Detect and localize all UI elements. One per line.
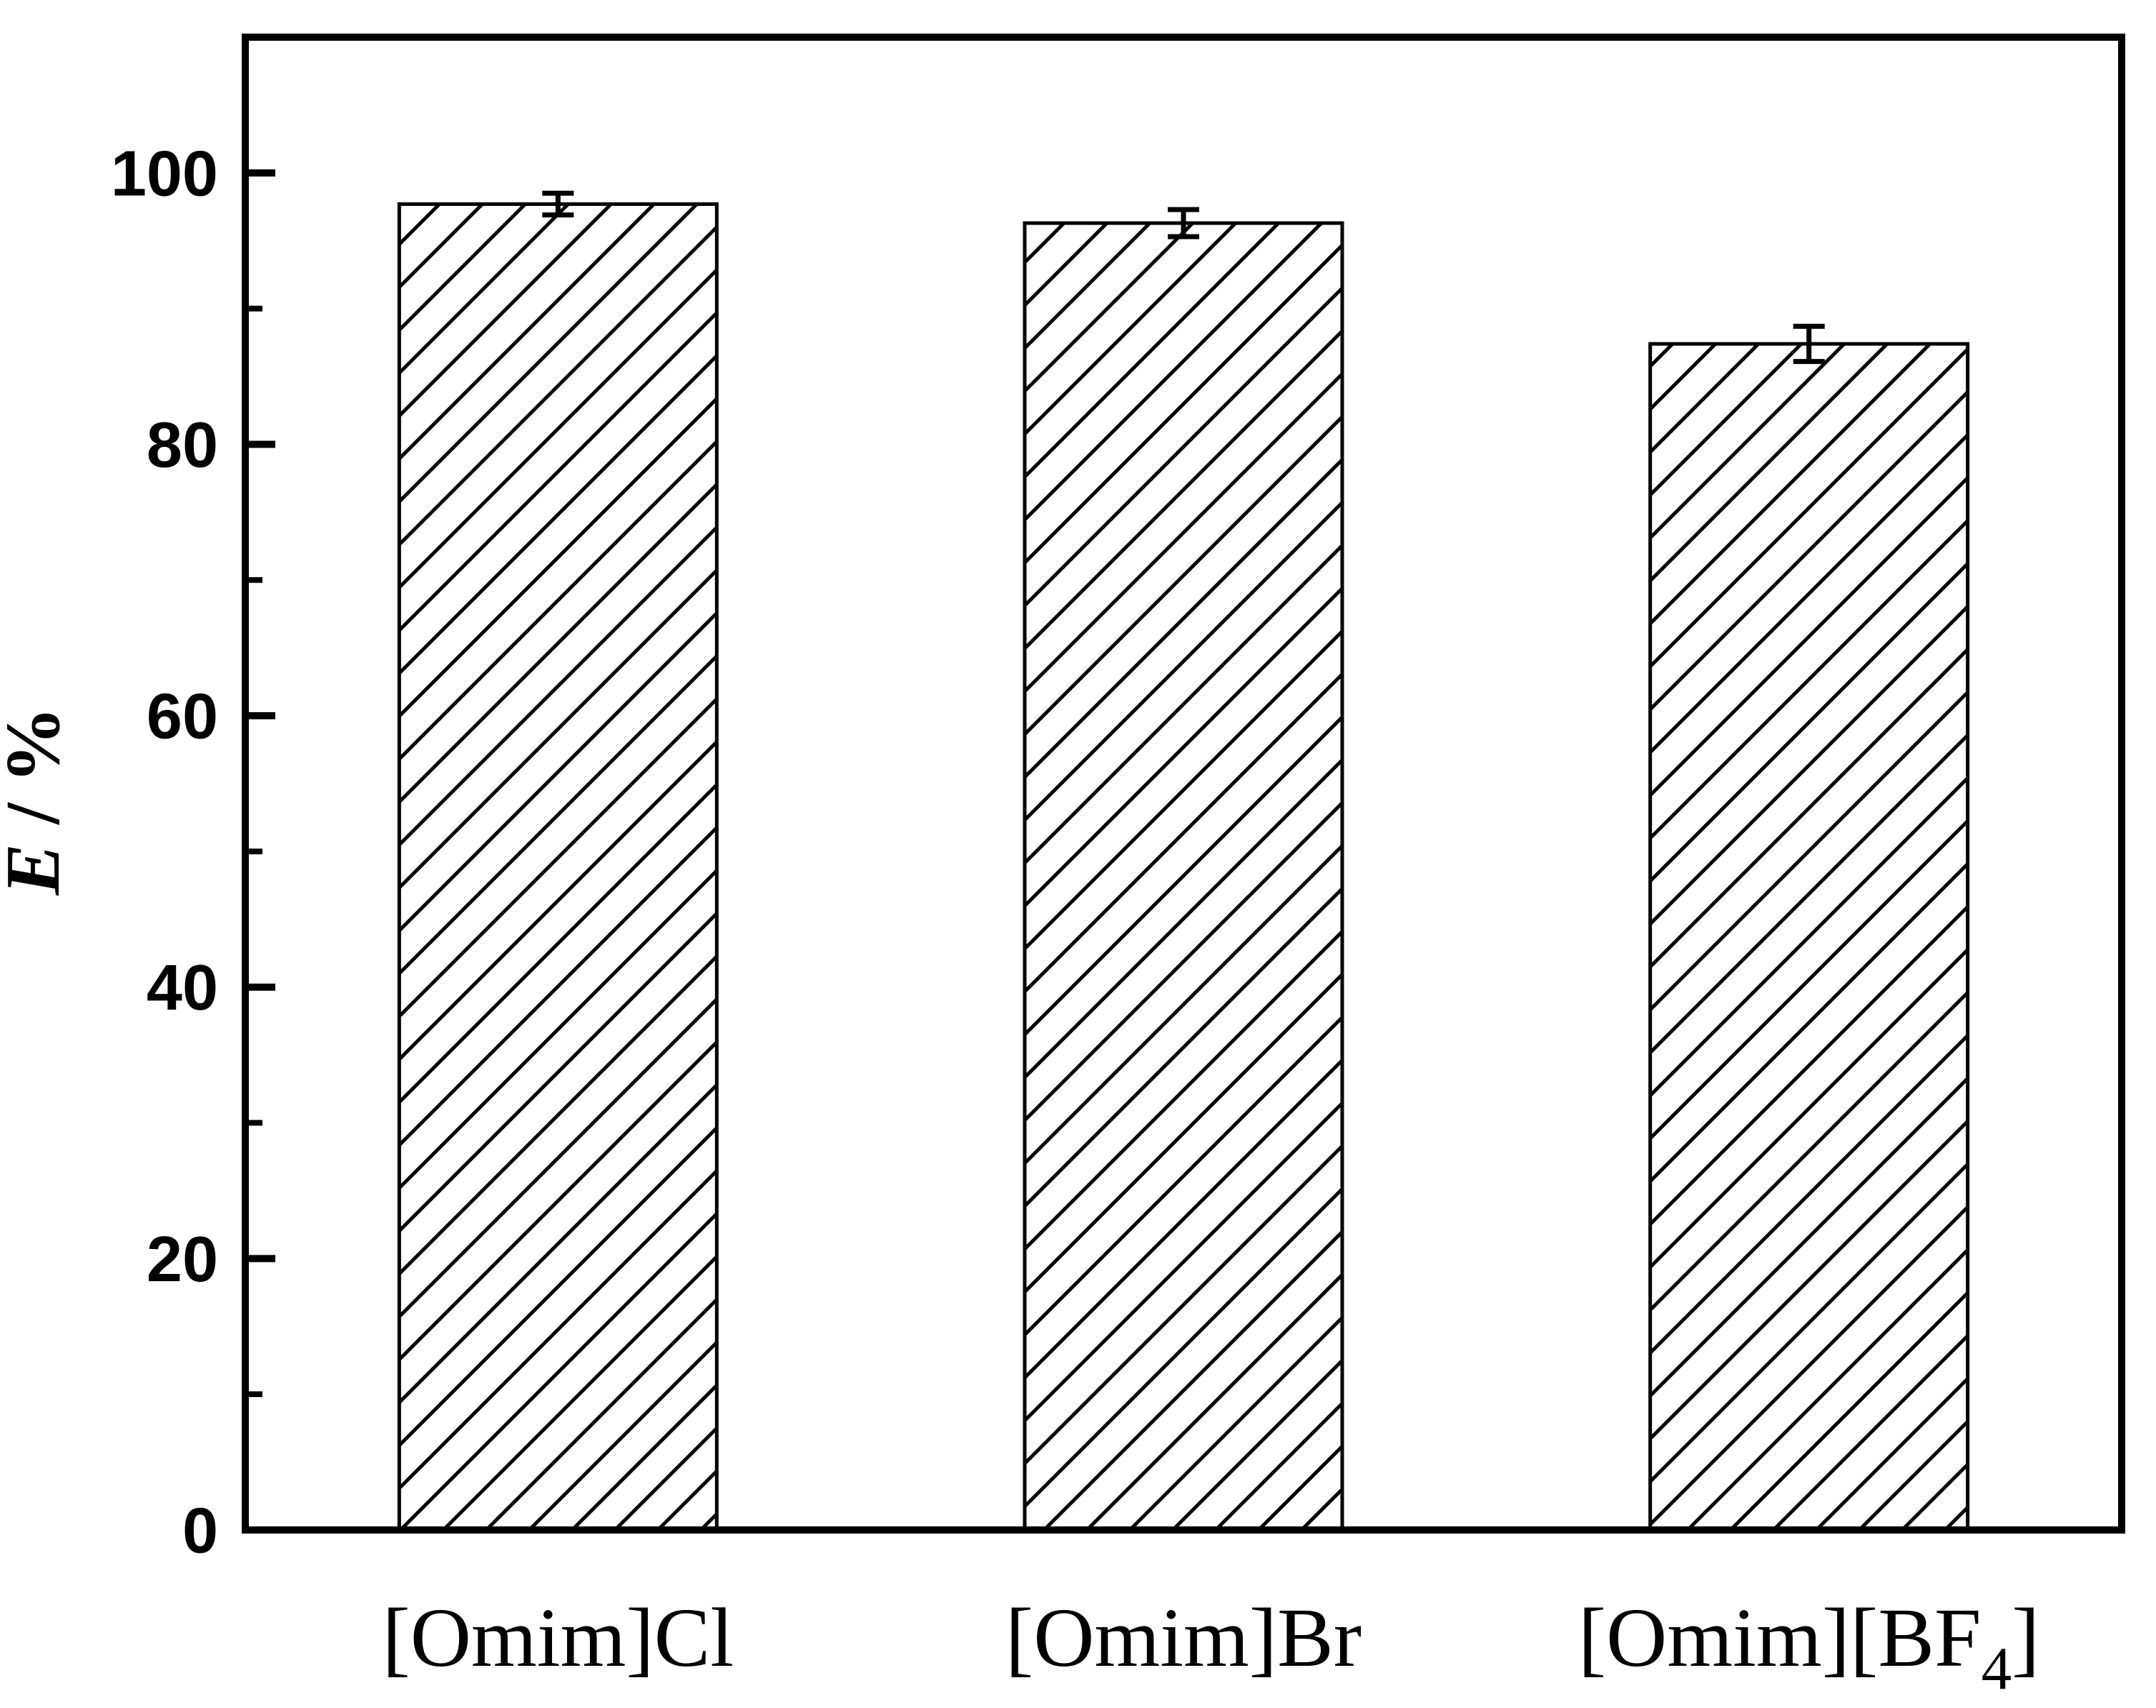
- bar-[Omim][BF4]: [1648, 342, 1970, 1532]
- y-axis-ticks-group: [245, 169, 275, 1398]
- x-tick-label-[Omim]Cl: [Omim]Cl: [383, 1591, 734, 1684]
- y-tick-label-40: 40: [147, 952, 218, 1024]
- y-tick-label-60: 60: [147, 681, 218, 753]
- x-tick-label-[Omim]Br: [Omim]Br: [1005, 1591, 1362, 1684]
- error-bars-group: [542, 190, 1825, 365]
- y-tick-label-80: 80: [147, 410, 218, 481]
- y-axis-tick-labels-group: 0 20 40 60 80 100: [111, 138, 218, 1566]
- y-tick-label-0: 0: [182, 1496, 218, 1567]
- y-tick-label-20: 20: [147, 1224, 218, 1295]
- bars-group: [397, 202, 1970, 1532]
- y-tick-label-100: 100: [111, 138, 218, 209]
- y-axis-title: E / %: [0, 706, 76, 896]
- plot-frame: [242, 34, 2125, 1534]
- x-tick-label-[Omim][BF4]: [Omim][BF4]: [1578, 1591, 2040, 1702]
- y-axis-title-unit: / %: [0, 706, 76, 844]
- bar-[Omim]Br: [1023, 221, 1344, 1532]
- x-axis-tick-labels-group: [Omim]Cl [Omim]Br [Omim][BF4]: [383, 1591, 2040, 1702]
- bar-[Omim]Cl: [397, 202, 719, 1532]
- y-axis-title-variable: E: [0, 844, 76, 896]
